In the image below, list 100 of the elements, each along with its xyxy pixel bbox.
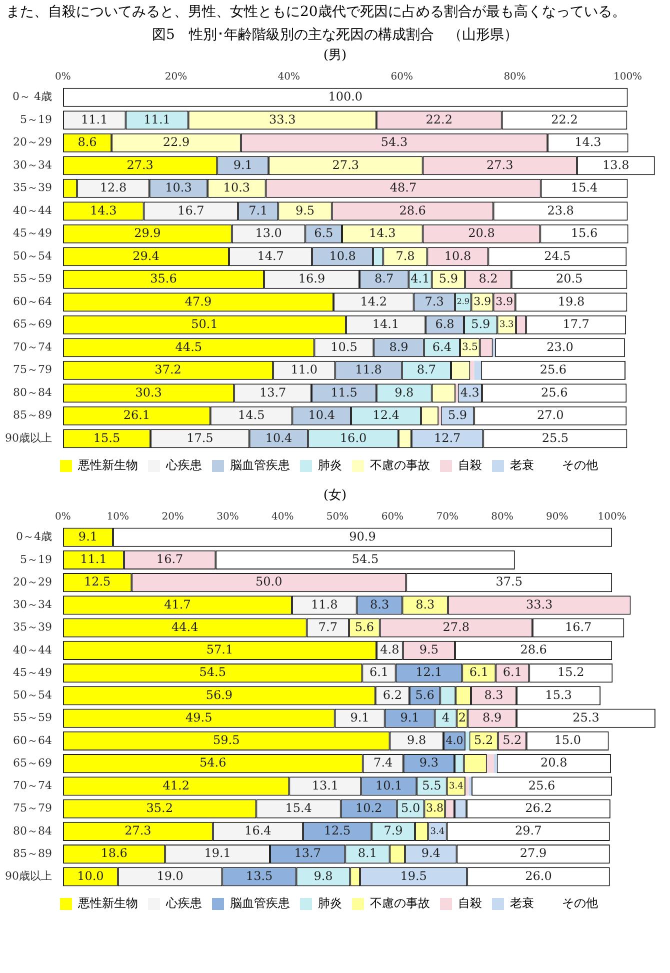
y-tick-label: 70～74 — [12, 340, 52, 354]
data-label: 15.4 — [570, 180, 598, 194]
data-label: 13.7 — [294, 846, 321, 860]
data-label: 33.3 — [526, 597, 553, 612]
data-label: 12.4 — [372, 408, 400, 422]
data-label: 3.8 — [426, 802, 444, 815]
data-label: 4.8 — [380, 642, 400, 657]
data-label: 7.7 — [318, 620, 338, 634]
text: また、自殺についてみると、男性、女性ともに20歳代で死因に占める割合が最も高くなっている。 — [5, 3, 627, 22]
data-label: 23.8 — [547, 203, 574, 218]
x-tick-label: 0% — [55, 72, 71, 83]
data-label: 10.4 — [265, 430, 292, 445]
legend-label: 自殺 — [458, 458, 482, 472]
data-label: 20.8 — [468, 226, 495, 240]
data-label: 14.3 — [574, 135, 602, 149]
y-tick-label: 70～74 — [12, 779, 52, 792]
x-tick-label: 40% — [278, 72, 300, 83]
data-label: 8.7 — [374, 272, 394, 286]
y-tick-label: 5～19 — [20, 552, 52, 566]
data-label: 16.0 — [340, 430, 367, 445]
data-label: 9.1 — [78, 529, 98, 544]
data-label: 13.0 — [255, 226, 282, 240]
data-label: 4.1 — [410, 272, 430, 286]
y-tick-label: 75～79 — [12, 802, 52, 815]
data-label: 8.3 — [370, 597, 390, 612]
data-label: 3.4 — [430, 826, 445, 837]
data-label: 3.4 — [448, 782, 464, 792]
data-label: 22.9 — [162, 135, 190, 149]
data-label: 5.0 — [401, 800, 420, 815]
data-label: 15.0 — [554, 733, 581, 748]
data-label: 10.8 — [329, 248, 356, 263]
data-label: 10.4 — [308, 408, 336, 422]
data-label: 35.6 — [150, 272, 177, 286]
y-tick-label: 65～69 — [12, 318, 52, 331]
data-label: 9.5 — [419, 642, 439, 657]
data-label: 14.1 — [372, 317, 400, 331]
data-label: 14.2 — [360, 294, 387, 308]
data-label: 25.6 — [540, 385, 568, 400]
data-label: 7.1 — [248, 203, 268, 218]
data-label: 12.8 — [100, 180, 127, 194]
data-label: 24.5 — [544, 248, 571, 263]
legend-label: 肺炎 — [318, 458, 342, 472]
bar — [470, 360, 474, 380]
data-label: 17.5 — [186, 430, 214, 445]
data-label: 14.7 — [257, 248, 284, 263]
data-label: 30.3 — [135, 385, 162, 400]
data-label: 13.7 — [259, 385, 286, 400]
x-tick-label: 40% — [272, 512, 294, 523]
data-label: 5.9 — [438, 272, 458, 286]
data-label: 19.5 — [400, 868, 427, 883]
x-tick-label: 80% — [491, 512, 514, 523]
data-label: 27.3 — [486, 158, 514, 172]
data-label: 14.3 — [90, 203, 117, 218]
data-label: 8.3 — [416, 597, 435, 612]
y-tick-label: 50～54 — [12, 688, 52, 702]
data-label: 29.9 — [134, 226, 161, 240]
y-tick-label: 35～39 — [12, 181, 52, 194]
data-label: 15.6 — [570, 226, 598, 240]
data-label: 7.3 — [424, 294, 444, 308]
data-label: 13.8 — [602, 158, 630, 172]
legend-label: 肺炎 — [318, 896, 342, 910]
data-label: 5.9 — [448, 408, 468, 422]
data-label: 12.5 — [84, 574, 111, 589]
data-label: 11.1 — [80, 112, 108, 126]
y-tick-label: 45～49 — [12, 226, 52, 240]
legend-label: 脳血管疾患 — [230, 458, 290, 472]
data-label: 6.5 — [314, 226, 334, 240]
data-label: 8.9 — [482, 710, 502, 724]
data-label: 11.8 — [355, 362, 382, 376]
data-label: 16.7 — [156, 552, 184, 566]
data-label: 5.6 — [354, 620, 374, 634]
data-label: 4 — [442, 710, 450, 724]
y-tick-label: 65～69 — [12, 756, 52, 770]
data-label: 27.3 — [126, 158, 154, 172]
data-label: 13.1 — [312, 778, 339, 792]
y-tick-label: 55～59 — [12, 711, 52, 724]
data-label: 12.7 — [434, 430, 461, 445]
data-label: 37.5 — [496, 574, 522, 589]
chart-title: 図5 性別･年齢階級別の主な死因の構成割合 （山形県） — [151, 26, 519, 44]
data-label: 9.1 — [233, 158, 252, 172]
data-label: 15.3 — [545, 688, 572, 702]
data-label: 9.1 — [350, 710, 370, 724]
data-label: 54.5 — [199, 665, 226, 680]
data-label: 33.3 — [269, 112, 296, 126]
data-label: 35.2 — [146, 800, 173, 815]
data-label: 22.2 — [426, 112, 452, 126]
data-label: 19.0 — [156, 868, 184, 883]
data-label: 15.2 — [558, 665, 584, 680]
data-label: 10.3 — [223, 180, 250, 194]
data-label: 6.1 — [469, 665, 488, 680]
y-tick-label: 55～59 — [12, 272, 52, 286]
data-label: 3.3 — [499, 320, 514, 330]
data-label: 90.9 — [349, 529, 376, 544]
data-label: 14.3 — [369, 226, 396, 240]
y-tick-label: 85～89 — [12, 846, 52, 860]
data-label: 9.8 — [407, 733, 426, 748]
data-label: 19.1 — [204, 846, 231, 860]
y-tick-label: 80～84 — [12, 824, 52, 838]
data-label: 44.4 — [172, 620, 199, 634]
data-label: 23.0 — [546, 340, 574, 354]
